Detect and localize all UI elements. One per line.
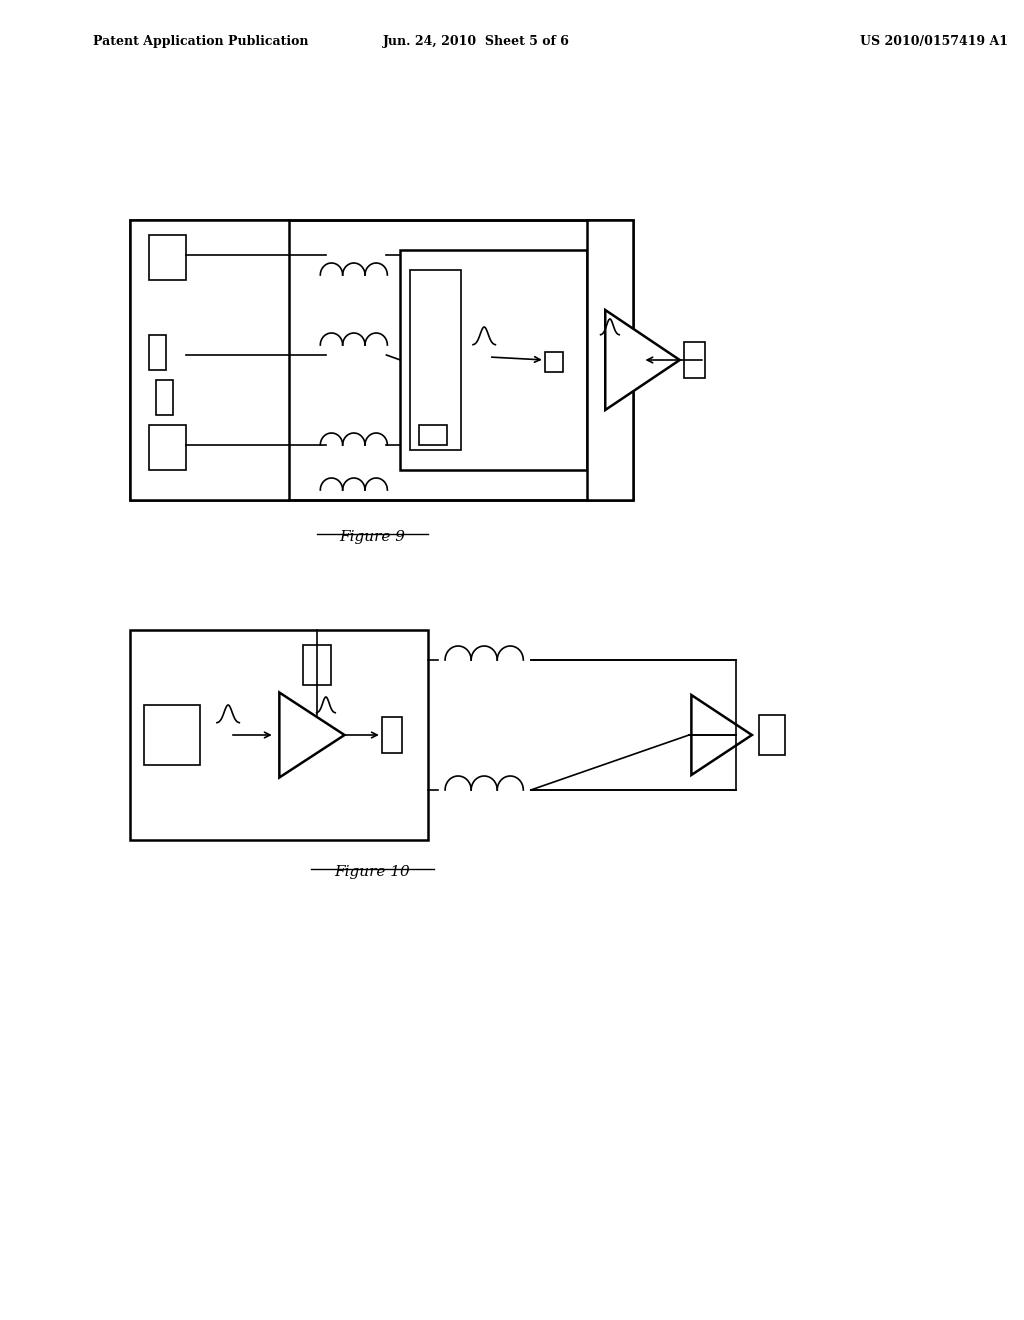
FancyBboxPatch shape xyxy=(130,630,428,840)
FancyBboxPatch shape xyxy=(148,425,186,470)
Text: US 2010/0157419 A1: US 2010/0157419 A1 xyxy=(860,36,1009,48)
FancyBboxPatch shape xyxy=(130,220,633,500)
Polygon shape xyxy=(605,310,680,411)
FancyBboxPatch shape xyxy=(148,235,186,280)
FancyBboxPatch shape xyxy=(419,425,446,445)
Text: Patent Application Publication: Patent Application Publication xyxy=(93,36,308,48)
Text: Figure 10: Figure 10 xyxy=(335,865,411,879)
FancyBboxPatch shape xyxy=(130,220,289,500)
FancyBboxPatch shape xyxy=(684,342,705,378)
FancyBboxPatch shape xyxy=(303,645,331,685)
Text: Jun. 24, 2010  Sheet 5 of 6: Jun. 24, 2010 Sheet 5 of 6 xyxy=(383,36,570,48)
FancyBboxPatch shape xyxy=(144,705,201,766)
FancyBboxPatch shape xyxy=(759,715,785,755)
FancyBboxPatch shape xyxy=(587,220,633,500)
Polygon shape xyxy=(691,696,752,775)
FancyBboxPatch shape xyxy=(157,380,173,414)
Text: Figure 9: Figure 9 xyxy=(340,531,406,544)
FancyBboxPatch shape xyxy=(410,271,461,450)
FancyBboxPatch shape xyxy=(545,352,563,372)
FancyBboxPatch shape xyxy=(148,335,166,370)
Polygon shape xyxy=(280,693,344,777)
FancyBboxPatch shape xyxy=(400,249,587,470)
FancyBboxPatch shape xyxy=(382,717,402,752)
